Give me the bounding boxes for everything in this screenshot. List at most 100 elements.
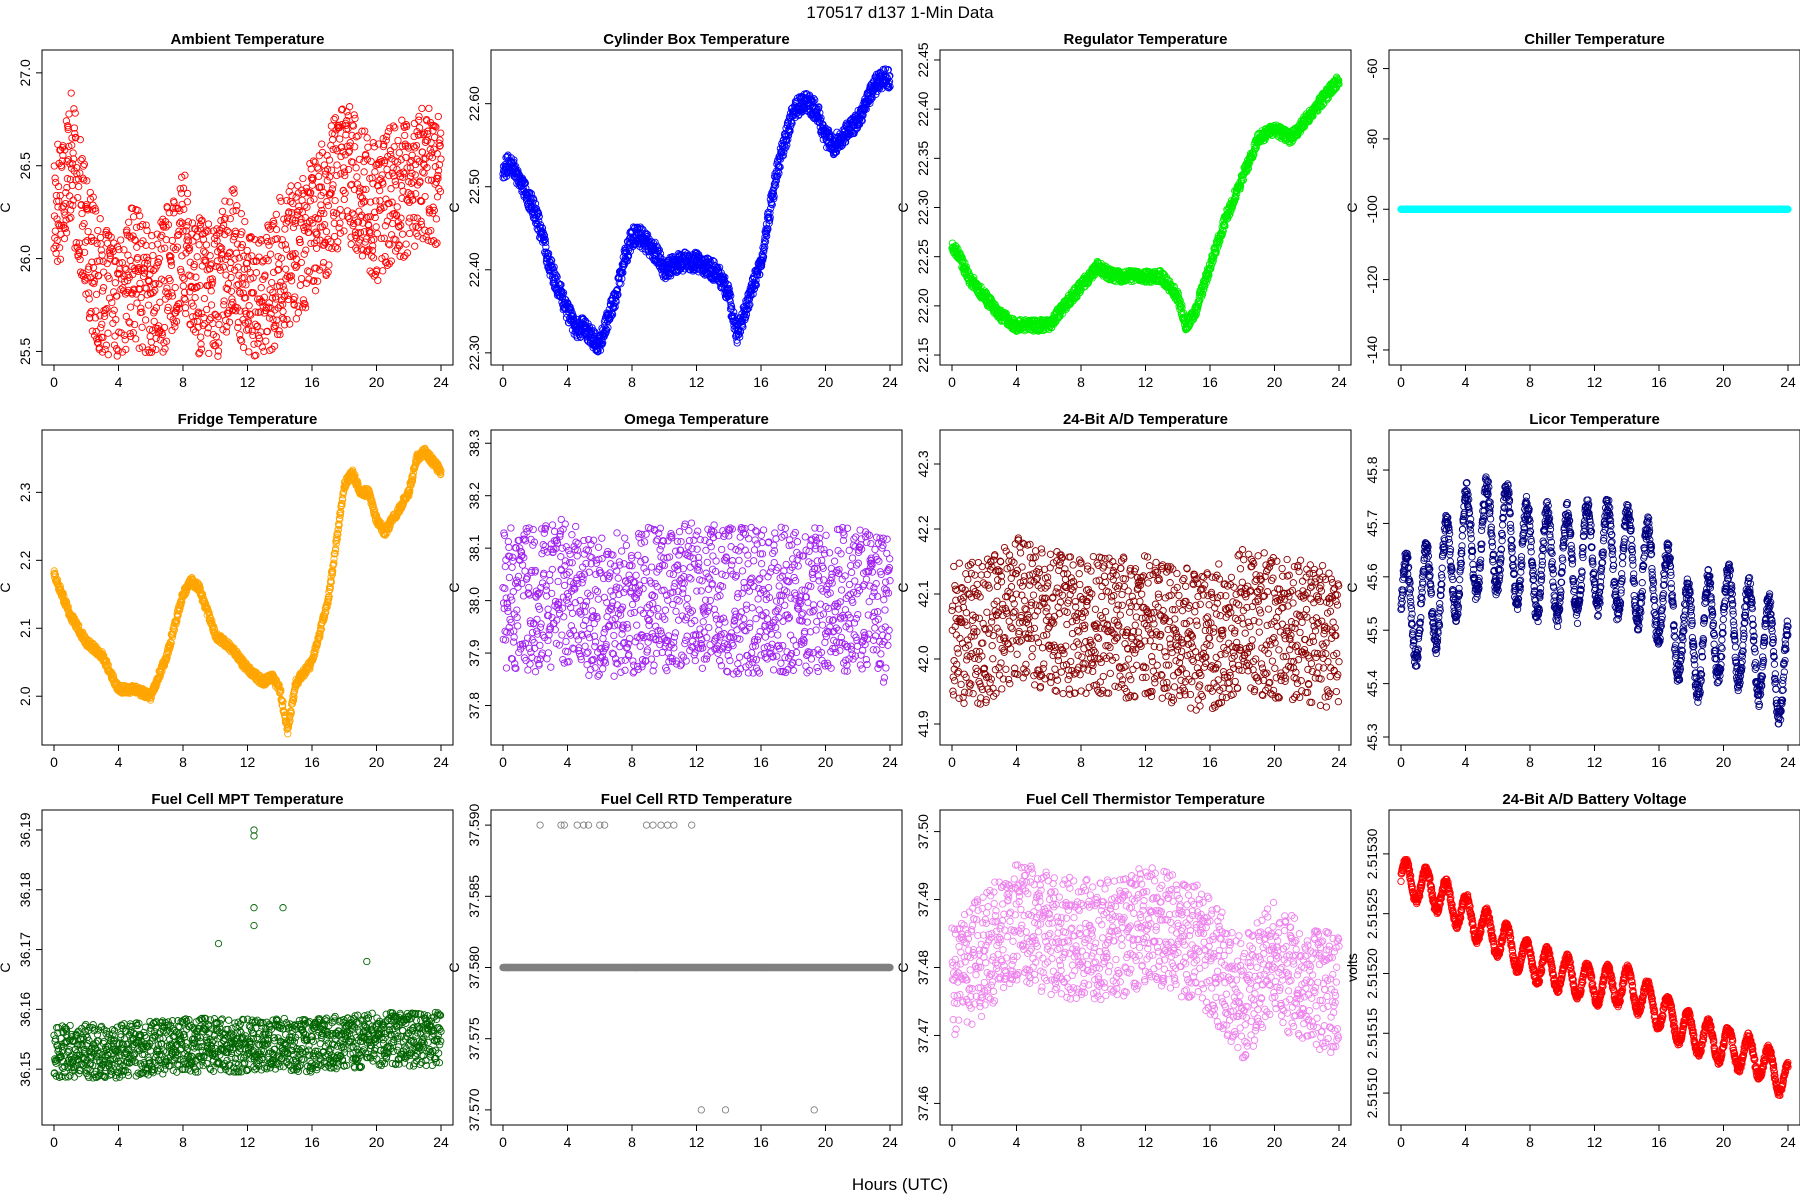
- data-point: [295, 310, 301, 316]
- data-point: [301, 251, 307, 257]
- x-tick-label: 0: [499, 374, 507, 390]
- data-point: [419, 149, 425, 155]
- data-point: [72, 110, 78, 116]
- data-point: [142, 317, 148, 323]
- data-point: [85, 228, 91, 234]
- data-point: [111, 307, 117, 313]
- data-point: [395, 137, 401, 143]
- data-point: [69, 182, 75, 188]
- data-point: [297, 282, 303, 288]
- panel-grid: Ambient TemperatureC0481216202425.526.02…: [0, 31, 1800, 1150]
- x-tick-label: 4: [1013, 374, 1021, 390]
- data-point: [61, 235, 67, 241]
- data-point: [228, 274, 234, 280]
- data-point: [328, 167, 334, 173]
- x-tick-label: 8: [628, 374, 636, 390]
- data-point: [277, 194, 283, 200]
- data-point: [426, 105, 432, 111]
- data-point: [288, 183, 294, 189]
- x-tick-label: 0: [50, 374, 58, 390]
- data-point: [261, 348, 267, 354]
- panel-regulator: Regulator TemperatureC0 4 8 12 16 20 2422.1522…: [895, 31, 1351, 390]
- data-point: [118, 237, 124, 243]
- x-tick-label: 12: [240, 374, 256, 390]
- data-point: [232, 256, 238, 262]
- data-point: [198, 334, 204, 340]
- x-tick-label: 16: [753, 374, 769, 390]
- data-point: [377, 198, 383, 204]
- data-point: [379, 172, 385, 178]
- data-point: [375, 277, 381, 283]
- y-tick-label: 22.35: [915, 141, 931, 176]
- x-tick-label: 20: [369, 374, 385, 390]
- data-point: [323, 228, 329, 234]
- data-point: [365, 144, 371, 150]
- y-axis-label: C: [1344, 202, 1360, 212]
- data-point: [138, 305, 144, 311]
- figure-title: 170517 d137 1-Min Data: [806, 3, 994, 22]
- data-point: [95, 227, 101, 233]
- y-tick-label: 22.25: [915, 239, 931, 274]
- x-tick-label: 4: [115, 374, 123, 390]
- data-point: [411, 133, 417, 139]
- y-tick-label: -60: [1364, 58, 1380, 78]
- data-point: [282, 226, 288, 232]
- x-tick-label: 16: [1651, 374, 1667, 390]
- data-point: [223, 317, 229, 323]
- data-point: [169, 237, 175, 243]
- data-point: [163, 237, 169, 243]
- y-tick-label: 22.50: [466, 169, 482, 204]
- data-point: [105, 352, 111, 358]
- x-tick-label: 24: [882, 374, 898, 390]
- data-point: [203, 242, 209, 248]
- data-point: [145, 302, 151, 308]
- data-point: [380, 268, 386, 274]
- data-point: [435, 113, 441, 119]
- data-point: [172, 284, 178, 290]
- data-point: [112, 333, 118, 339]
- y-axis-label: C: [446, 202, 462, 212]
- x-tick-label: 24: [1780, 374, 1796, 390]
- data-point: [138, 294, 144, 300]
- data-point: [346, 104, 352, 110]
- data-point: [311, 196, 317, 202]
- data-point: [399, 231, 405, 237]
- x-tick-label: 4: [564, 374, 572, 390]
- data-point: [263, 338, 269, 344]
- data-point: [325, 202, 331, 208]
- x-tick-label: 8: [179, 374, 187, 390]
- data-point: [438, 130, 444, 136]
- data-point: [66, 111, 72, 117]
- data-point: [259, 344, 265, 350]
- data-series: [1398, 206, 1791, 212]
- data-point: [234, 203, 240, 209]
- x-tick-label: 12: [689, 374, 705, 390]
- data-point: [424, 164, 430, 170]
- data-point: [422, 227, 428, 233]
- y-tick-label: 22.60: [466, 86, 482, 121]
- data-point: [167, 278, 173, 284]
- y-tick-label: 22.15: [915, 337, 931, 372]
- data-point: [290, 224, 296, 230]
- data-point: [242, 218, 248, 224]
- data-point: [258, 285, 264, 291]
- data-point: [352, 144, 358, 150]
- data-point: [324, 198, 330, 204]
- data-point: [190, 238, 196, 244]
- y-tick-label: 22.45: [915, 42, 931, 77]
- data-point: [104, 260, 110, 266]
- x-tick-label: 8: [1526, 374, 1534, 390]
- data-series: [500, 66, 893, 355]
- figure-canvas: 170517 d137 1-Min Data Hours (UTC) Ambie…: [0, 0, 1800, 1200]
- data-point: [267, 251, 273, 257]
- data-point: [419, 105, 425, 111]
- data-point: [273, 211, 279, 217]
- panel-title: Cylinder Box Temperature: [603, 31, 789, 48]
- panel-title: Ambient Temperature: [171, 31, 325, 48]
- data-point: [105, 330, 111, 336]
- data-point: [82, 239, 88, 245]
- data-point: [335, 239, 341, 245]
- data-point: [201, 248, 207, 254]
- y-tick-label: 22.40: [466, 252, 482, 287]
- data-point: [93, 291, 99, 297]
